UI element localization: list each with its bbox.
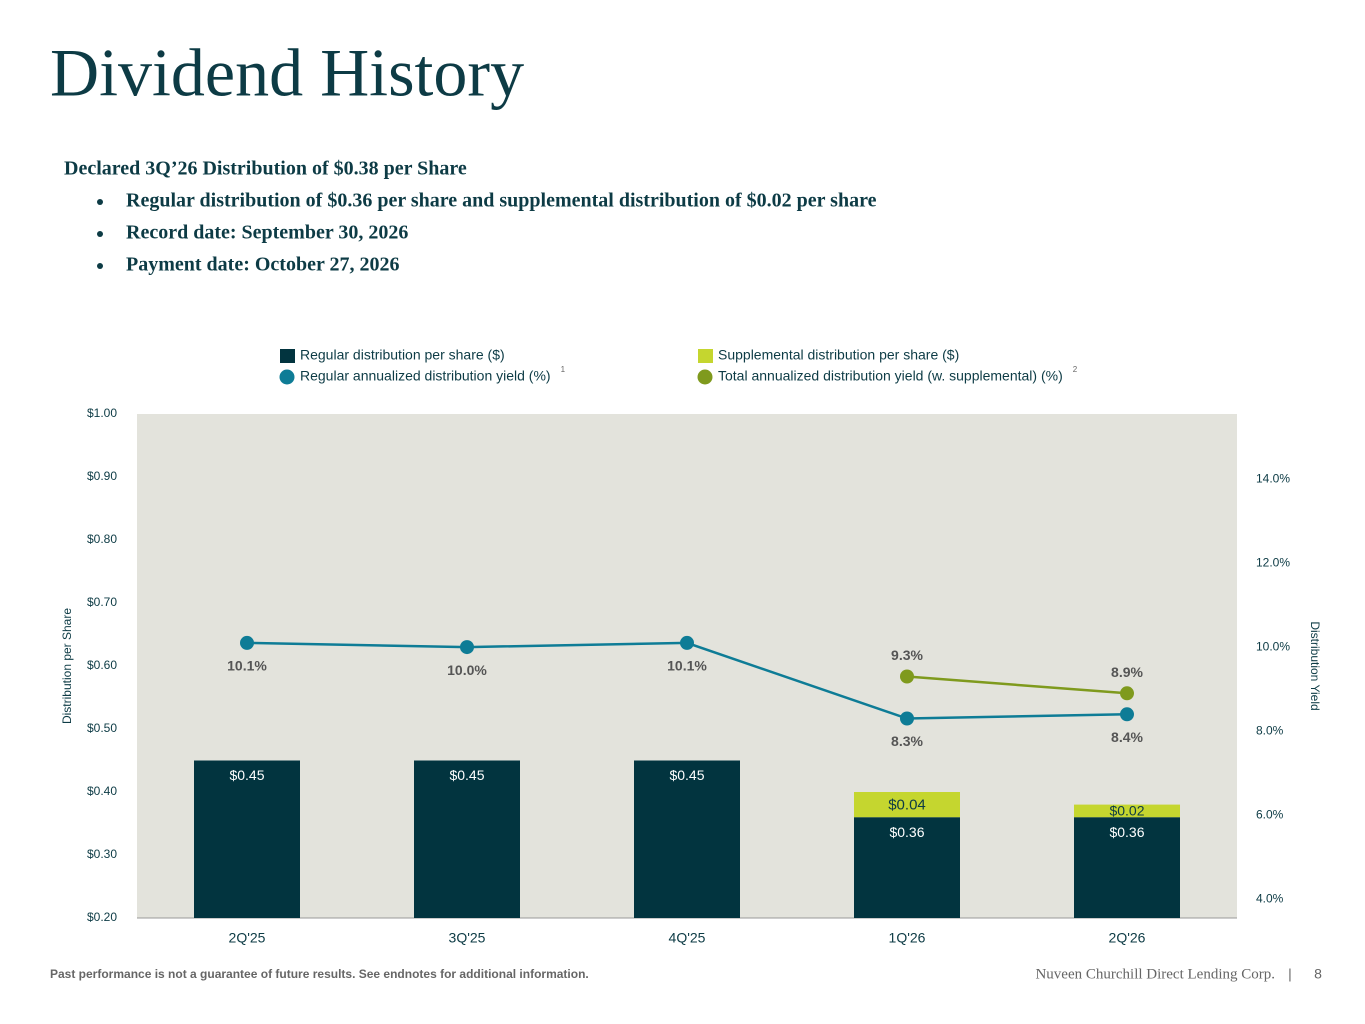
bar-label: $0.45 [449, 767, 484, 783]
legend-swatch [279, 369, 295, 385]
point-label: 9.3% [891, 647, 923, 663]
point-label: 10.1% [227, 658, 267, 674]
legend-note: 1 [561, 365, 566, 374]
y-tick-label: $0.90 [87, 469, 117, 483]
x-tick-label: 2Q'26 [1109, 930, 1146, 946]
legend-swatch [280, 349, 295, 363]
x-tick-label: 3Q'25 [449, 930, 486, 946]
y-tick-label: $0.50 [87, 721, 117, 735]
x-tick-label: 1Q'26 [889, 930, 926, 946]
line-point [460, 640, 474, 655]
line-point [1120, 707, 1134, 722]
line-point [240, 635, 254, 650]
bullet [97, 263, 103, 269]
legend-label: Supplemental distribution per share ($) [718, 347, 959, 363]
y2-tick-label: 6.0% [1256, 807, 1284, 821]
x-tick-label: 2Q'25 [229, 930, 266, 946]
legend-label: Total annualized distribution yield (w. … [718, 368, 1063, 384]
point-label: 10.1% [667, 658, 707, 674]
legend-swatch [697, 369, 713, 385]
company-name: Nuveen Churchill Direct Lending Corp. [1035, 966, 1275, 982]
page-number: 8 [1314, 966, 1322, 982]
legend-note: 2 [1073, 365, 1078, 374]
bar-label: $0.45 [669, 767, 704, 783]
legend-swatch [698, 349, 713, 363]
point-label: 8.4% [1111, 729, 1143, 745]
y-tick-label: $0.40 [87, 784, 117, 798]
legend-label: Regular annualized distribution yield (%… [300, 368, 551, 384]
y2-tick-label: 14.0% [1256, 471, 1290, 485]
y-tick-label: $0.60 [87, 658, 117, 672]
line-point [900, 669, 914, 684]
summary-bullet: Record date: September 30, 2026 [126, 222, 408, 244]
bar [634, 760, 740, 918]
y-tick-label: $1.00 [87, 406, 117, 420]
point-label: 8.9% [1111, 664, 1143, 680]
summary-heading: Declared 3Q’26 Distribution of $0.38 per… [64, 158, 467, 180]
legend-label: Regular distribution per share ($) [300, 347, 505, 363]
y-axis-title: Distribution per Share [60, 608, 74, 724]
bar [854, 792, 960, 818]
y-tick-label: $0.20 [87, 910, 117, 924]
y2-tick-label: 4.0% [1256, 891, 1284, 905]
bar-label: $0.36 [889, 824, 924, 840]
point-label: 10.0% [447, 662, 487, 678]
line-point [900, 711, 914, 726]
summary-bullet: Regular distribution of $0.36 per share … [126, 190, 877, 212]
bar [194, 760, 300, 918]
separator: | [1288, 966, 1292, 982]
line-point [1120, 686, 1134, 701]
line-point [680, 635, 694, 650]
bar-label: $0.45 [229, 767, 264, 783]
bar [854, 817, 960, 918]
bar [414, 760, 520, 918]
bar-label: $0.02 [1109, 803, 1144, 819]
point-label: 8.3% [891, 733, 923, 749]
y2-tick-label: 10.0% [1256, 639, 1290, 653]
disclaimer: Past performance is not a guarantee of f… [50, 967, 589, 981]
y-tick-label: $0.70 [87, 595, 117, 609]
x-tick-label: 4Q'25 [669, 930, 706, 946]
bar-label: $0.36 [1109, 824, 1144, 840]
y-tick-label: $0.30 [87, 847, 117, 861]
summary-bullet: Payment date: October 27, 2026 [126, 254, 399, 276]
y2-axis-title: Distribution Yield [1308, 621, 1322, 710]
bar [1074, 804, 1180, 818]
y-tick-label: $0.80 [87, 532, 117, 546]
y2-tick-label: 12.0% [1256, 555, 1290, 569]
bar-label: $0.04 [888, 797, 926, 814]
bullet [97, 199, 103, 205]
bullet [97, 231, 103, 237]
slide-title: Dividend History [50, 35, 524, 111]
y2-tick-label: 8.0% [1256, 723, 1284, 737]
bar [1074, 817, 1180, 918]
line [906, 675, 1128, 695]
